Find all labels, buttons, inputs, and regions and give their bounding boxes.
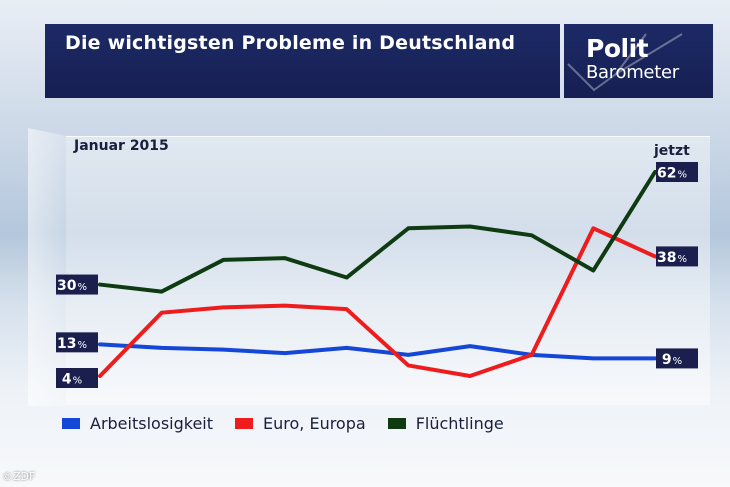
- chart-title: Die wichtigsten Probleme in Deutschland: [65, 32, 516, 54]
- start-value-label-euro-europa: 4%: [56, 368, 98, 388]
- legend-swatch-fluechtlinge: [387, 417, 406, 429]
- svg-text:13%: 13%: [57, 336, 87, 352]
- end-value-label-euro-europa: 38%: [656, 246, 698, 267]
- logo-word-polit: Polit: [586, 34, 649, 63]
- series-line-arbeitslosigkeit: [98, 342, 657, 361]
- legend-item-arbeitslosigkeit: Arbeitslosigkeit: [62, 414, 213, 433]
- chart-panel-side: [28, 128, 66, 406]
- legend-label-arbeitslosigkeit: Arbeitslosigkeit: [90, 413, 214, 433]
- end-period-label: jetzt: [654, 143, 690, 159]
- series-line-euro-europa: [98, 226, 657, 378]
- end-value-label-fluechtlinge: 62%: [656, 162, 698, 182]
- start-period-label: Januar 2015: [74, 138, 169, 154]
- politbarometer-logo: Polit Barometer: [564, 24, 713, 98]
- svg-text:4%: 4%: [62, 372, 82, 388]
- start-value-label-arbeitslosigkeit: 13%: [56, 332, 98, 353]
- legend-item-euro-europa: Euro, Europa: [235, 414, 366, 433]
- legend-label-euro-europa: Euro, Europa: [263, 413, 366, 433]
- svg-text:9%: 9%: [662, 352, 682, 368]
- logo-word-barometer: Barometer: [586, 62, 679, 83]
- svg-text:38%: 38%: [657, 250, 687, 266]
- svg-text:30%: 30%: [57, 278, 87, 294]
- legend-swatch-euro-europa: [235, 417, 254, 429]
- legend-label-fluechtlinge: Flüchtlinge: [415, 413, 504, 433]
- title-bar: Die wichtigsten Probleme in Deutschland: [45, 24, 560, 98]
- svg-text:62%: 62%: [657, 166, 687, 182]
- legend-swatch-arbeitslosigkeit: [62, 417, 80, 429]
- end-value-label-arbeitslosigkeit: 9%: [656, 348, 698, 369]
- legend-item-fluechtlinge: Flüchtlinge: [387, 413, 504, 433]
- source-credit: ©ZDF: [2, 470, 36, 483]
- legend: Arbeitslosigkeit Euro, Europa Flüchtling…: [62, 412, 504, 434]
- checkmark-icon: [567, 33, 683, 92]
- start-value-label-fluechtlinge: 30%: [56, 274, 98, 295]
- series-line-fluechtlinge: [98, 170, 657, 294]
